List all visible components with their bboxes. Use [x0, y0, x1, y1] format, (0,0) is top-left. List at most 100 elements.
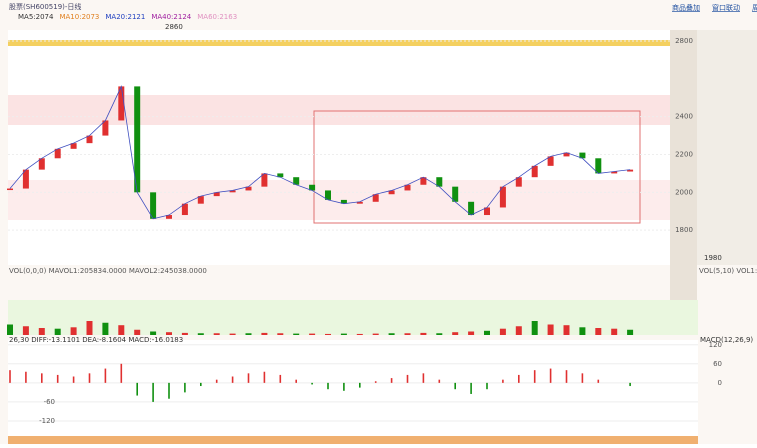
y-tick-label: 0 — [718, 379, 722, 387]
macd-bar — [518, 375, 520, 383]
mini-chart — [697, 30, 757, 265]
macd-bar — [629, 383, 631, 386]
stock-window: 股票(SH600519)-日线 1980 2860 VOL(0,0,0) MAV… — [0, 0, 757, 444]
ma-label: MA10:2073 — [59, 13, 99, 21]
volume-bar — [548, 325, 554, 336]
macd-bar — [73, 377, 75, 383]
macd-bar — [248, 373, 250, 383]
macd-bar — [550, 369, 552, 383]
volume-bar — [102, 323, 108, 335]
volume-bar — [389, 333, 395, 335]
volume-bar — [357, 334, 363, 335]
macd-bar — [136, 383, 138, 396]
toolbar-button[interactable]: 商品叠加 — [672, 3, 700, 12]
macd-bar — [311, 383, 313, 385]
y-tick-label: 2200 — [675, 151, 693, 159]
volume-bar — [23, 326, 29, 335]
axis-column — [670, 30, 697, 300]
ma-legend: MA5:2074 MA10:2073 MA20:2121 MA40:2124 MA60:… — [18, 13, 237, 21]
macd-bar — [407, 375, 409, 383]
volume-bar — [579, 327, 585, 335]
volume-bar — [198, 333, 204, 335]
volume-bar — [261, 333, 267, 335]
volume-bar — [484, 331, 490, 335]
volume-bar — [246, 333, 252, 335]
ma-label: MA60:2163 — [197, 13, 237, 21]
volume-bar — [500, 329, 506, 335]
volume-bar — [166, 332, 172, 335]
macd-bar — [295, 380, 297, 383]
macd-bar — [486, 383, 488, 389]
window-title: 股票(SH600519)-日线 — [9, 2, 81, 11]
toolbar-button[interactable]: 窗口联动 — [712, 3, 740, 12]
y-tick-label: 2400 — [675, 113, 693, 121]
macd-bar — [598, 380, 600, 383]
macd-bar — [327, 383, 329, 389]
macd-bar — [375, 381, 377, 383]
volume-caption: VOL(0,0,0) MAVOL1:205834.0000 MAVOL2:245… — [9, 267, 207, 275]
toolbar-button[interactable]: 周期 — [752, 4, 757, 12]
macd-bar — [168, 383, 170, 399]
volume-bar — [436, 333, 442, 335]
y-tick-label: 1800 — [675, 226, 693, 234]
volume-bar — [468, 332, 474, 336]
macd-bar — [152, 383, 154, 402]
volume-bar — [293, 334, 299, 335]
ma-label: MA40:2124 — [151, 13, 191, 21]
y-tick-label: 2000 — [675, 188, 693, 196]
macd-bar — [200, 383, 202, 386]
volume-right-caption: VOL(5,10) VOL1:MA5 — [699, 267, 757, 275]
volume-bar — [230, 334, 236, 335]
macd-bar — [391, 378, 393, 383]
volume-bar — [420, 333, 426, 335]
glitch-band — [8, 40, 670, 46]
volume-bar — [71, 327, 77, 335]
price-area — [8, 30, 670, 265]
macd-bar — [423, 373, 425, 383]
macd-bar — [216, 380, 218, 383]
volume-bar — [341, 334, 347, 335]
y-tick-label: 120 — [709, 341, 722, 349]
volume-bar — [516, 326, 522, 335]
volume-bar — [39, 328, 45, 335]
price-high-marker: 2860 — [165, 23, 183, 31]
macd-bar — [105, 369, 107, 383]
candle — [7, 189, 13, 191]
macd-bar — [57, 375, 59, 383]
y-tick-label: -120 — [39, 417, 55, 425]
scroll-bar — [8, 436, 698, 444]
macd-bar — [89, 373, 91, 383]
macd-bar — [454, 383, 456, 389]
volume-bar — [405, 333, 411, 335]
macd-bar — [41, 373, 43, 383]
volume-bar — [134, 330, 140, 335]
macd-bar — [582, 373, 584, 383]
volume-bar — [182, 333, 188, 335]
macd-bar — [502, 380, 504, 383]
volume-bar — [627, 330, 633, 335]
volume-bar — [452, 332, 458, 335]
macd-bar — [470, 383, 472, 394]
macd-bar — [264, 372, 266, 383]
volume-bar — [7, 325, 13, 336]
volume-area — [8, 300, 698, 335]
macd-bar — [359, 383, 361, 388]
macd-bar — [280, 375, 282, 383]
volume-bar — [595, 328, 601, 335]
y-tick-label: -60 — [44, 398, 55, 406]
ma-label: MA5:2074 — [18, 13, 54, 21]
macd-bar — [343, 383, 345, 391]
volume-bar — [564, 325, 570, 335]
page: 股票(SH600519)-日线 1980 2860 VOL(0,0,0) MAV… — [0, 0, 757, 444]
macd-bar — [121, 364, 123, 383]
ma-label: MA20:2121 — [105, 13, 145, 21]
y-tick-label: 60 — [713, 360, 722, 368]
volume-bar — [373, 334, 379, 335]
macd-caption: 26,30 DIFF:-13.1101 DEA:-8.1604 MACD:-16… — [9, 336, 183, 344]
volume-bar — [150, 332, 156, 336]
volume-bar — [309, 334, 315, 335]
macd-bar — [566, 370, 568, 383]
macd-bar — [232, 377, 234, 383]
volume-bar — [87, 321, 93, 335]
volume-bar — [118, 325, 124, 335]
